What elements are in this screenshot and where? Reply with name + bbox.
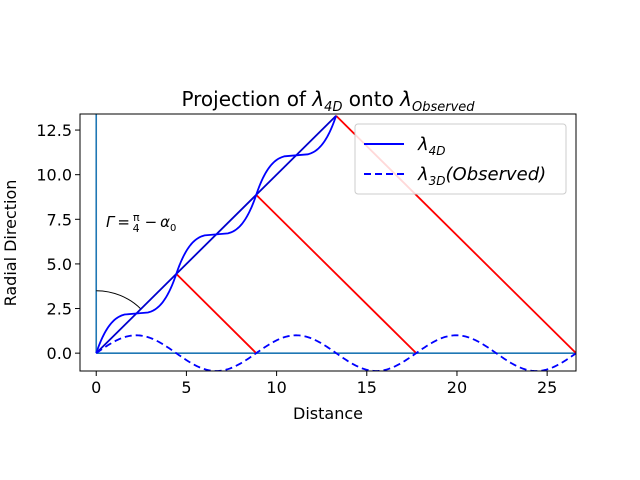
x-tick-label: 15 xyxy=(357,378,377,397)
legend-label-3d: λ3D(Observed) xyxy=(417,164,546,188)
chart-title: Projection of λ4D onto λObserved xyxy=(181,87,475,115)
y-axis-label: Radial Direction xyxy=(1,180,20,307)
axes-frame xyxy=(79,113,577,372)
legend: λ4D λ3D(Observed) xyxy=(354,123,567,195)
x-axis-label: Distance xyxy=(293,404,363,423)
legend-label-4d: λ4D xyxy=(417,134,446,158)
y-tick-label: 2.5 xyxy=(47,300,72,319)
series-4d-line xyxy=(95,115,337,354)
x-tick-label: 0 xyxy=(91,378,101,397)
ticks-group: 0 5 10 15 20 25 0.0 2.5 5.0 7.5 10.0 12.5 xyxy=(36,121,557,397)
legend-box xyxy=(354,123,567,195)
y-tick-label: 12.5 xyxy=(36,121,72,140)
projection-line-1 xyxy=(175,273,257,354)
projection-line-2 xyxy=(255,194,417,354)
y-tick-label: 5.0 xyxy=(47,255,72,274)
y-tick-label: 0.0 xyxy=(47,344,72,363)
x-tick-label: 5 xyxy=(181,378,191,397)
series-3d-line xyxy=(95,334,576,371)
y-tick-label: 7.5 xyxy=(47,210,72,229)
gamma-annotation: Γ = π 4− α0 xyxy=(106,211,176,235)
y-tick-label: 10.0 xyxy=(36,166,72,185)
x-tick-label: 10 xyxy=(266,378,286,397)
x-tick-label: 25 xyxy=(537,378,557,397)
angle-arc xyxy=(96,290,142,310)
x-tick-label: 20 xyxy=(447,378,467,397)
